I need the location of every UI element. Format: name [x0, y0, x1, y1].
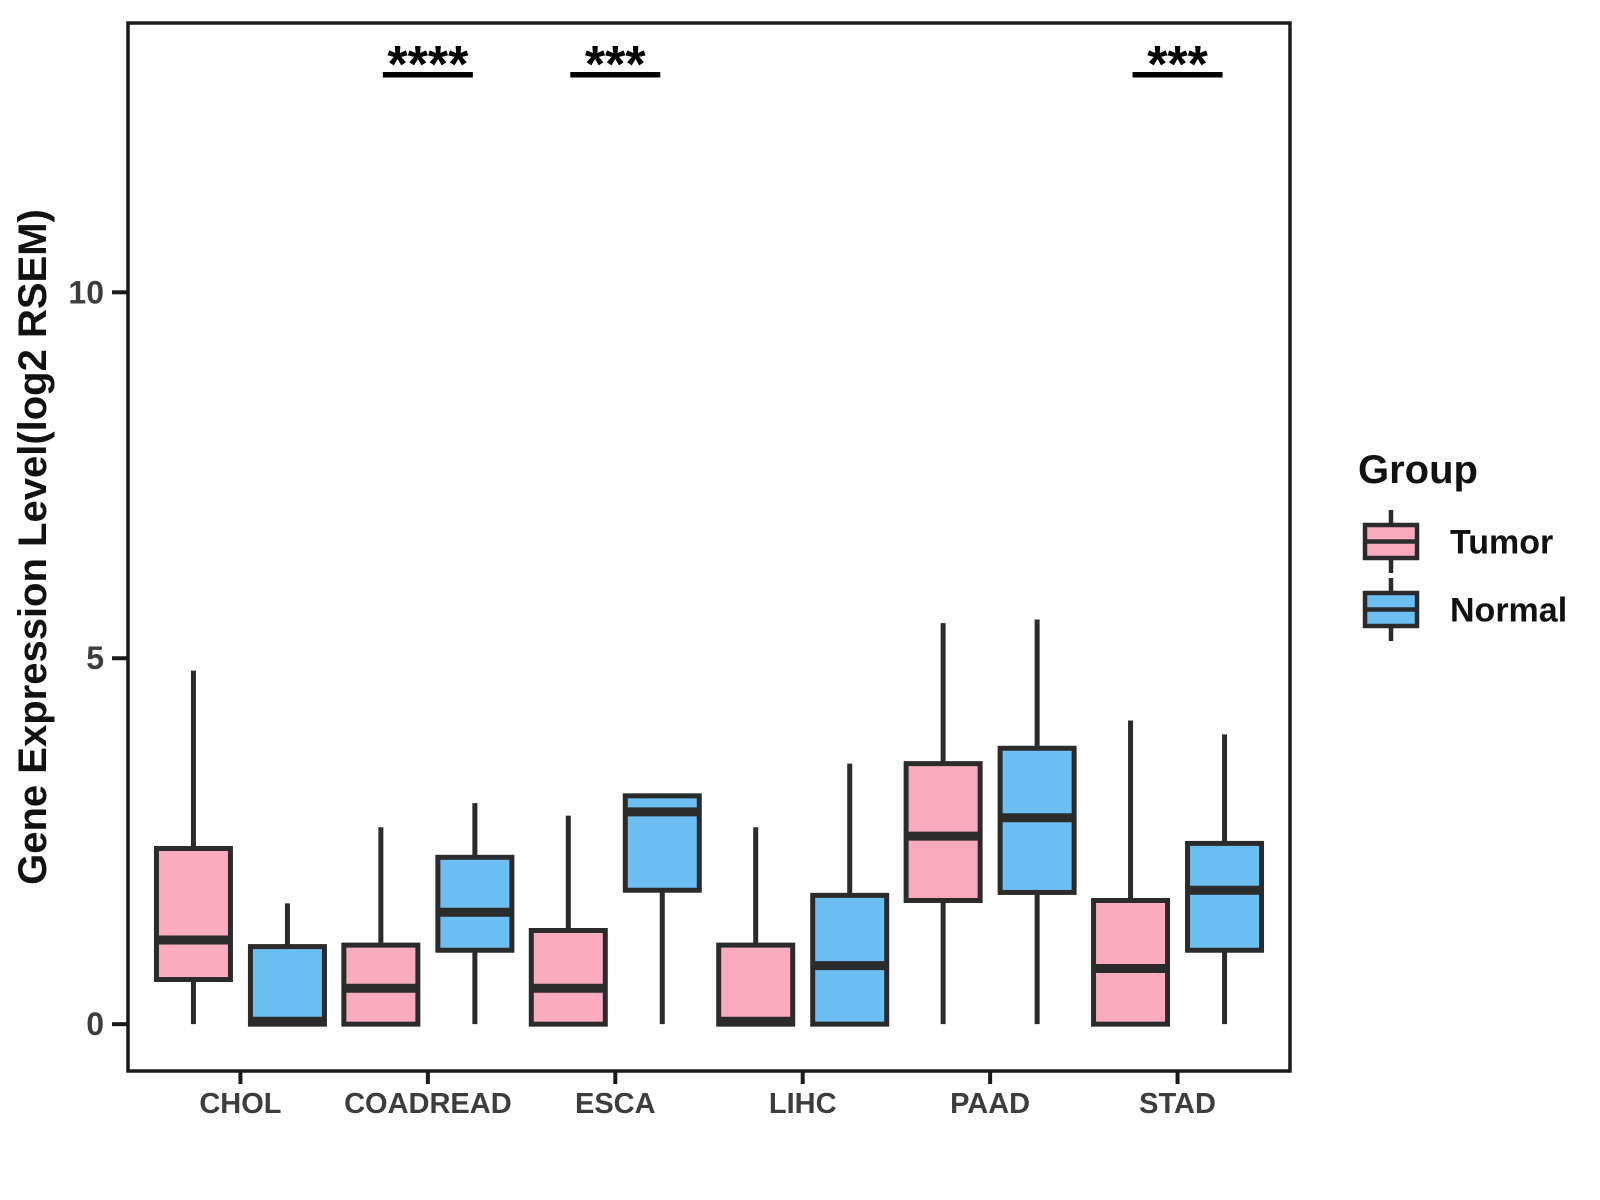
- x-axis-label-coadread: COADREAD: [344, 1088, 512, 1120]
- plot-panel-frame: [126, 21, 1292, 1073]
- box-tumor-lihc: [716, 827, 796, 1027]
- iqr-box: [247, 944, 327, 1027]
- x-axis-label-stad: STAD: [1139, 1088, 1216, 1120]
- legend-title: Group: [1358, 448, 1478, 492]
- y-axis-title: Gene Expression Level(log2 RSEM): [11, 209, 55, 885]
- iqr-box: [153, 846, 233, 983]
- box-tumor-paad: [903, 623, 983, 1025]
- box-tumor-esca: [528, 815, 608, 1027]
- y-axis-tick-label: 0: [86, 1006, 104, 1042]
- iqr-box: [1091, 897, 1171, 1027]
- significance-underline-stad: [1132, 72, 1223, 78]
- x-axis-label-chol: CHOL: [199, 1088, 281, 1120]
- box-tumor-stad: [1091, 720, 1171, 1027]
- significance-stars-esca: ***: [585, 36, 646, 94]
- significance-stars-stad: ***: [1147, 36, 1208, 94]
- box-normal-stad: [1185, 734, 1265, 1025]
- x-axis-label-esca: ESCA: [575, 1088, 656, 1120]
- legend-label-normal: Normal: [1450, 592, 1567, 630]
- legend-label-tumor: Tumor: [1450, 524, 1553, 562]
- box-normal-coadread: [435, 803, 515, 1025]
- legend-key-normal: [1362, 578, 1420, 641]
- box-normal-esca: [622, 793, 702, 1025]
- y-axis-tick-label: 5: [86, 640, 104, 676]
- box-tumor-coadread: [341, 827, 421, 1027]
- iqr-box: [716, 942, 796, 1027]
- box-tumor-chol: [153, 670, 233, 1025]
- y-axis-tick-label: 10: [68, 274, 104, 310]
- significance-underline-coadread: [382, 72, 473, 78]
- iqr-box: [435, 854, 515, 953]
- iqr-box: [528, 927, 608, 1027]
- box-normal-paad: [997, 619, 1077, 1025]
- iqr-box: [810, 892, 890, 1027]
- box-normal-chol: [247, 903, 327, 1027]
- iqr-box: [1185, 840, 1265, 953]
- x-axis-label-lihc: LIHC: [769, 1088, 837, 1120]
- box-normal-lihc: [810, 763, 890, 1027]
- x-axis-label-paad: PAAD: [950, 1088, 1030, 1120]
- legend-key-tumor: [1362, 510, 1420, 573]
- significance-stars-coadread: ****: [387, 36, 469, 94]
- significance-underline-esca: [570, 72, 661, 78]
